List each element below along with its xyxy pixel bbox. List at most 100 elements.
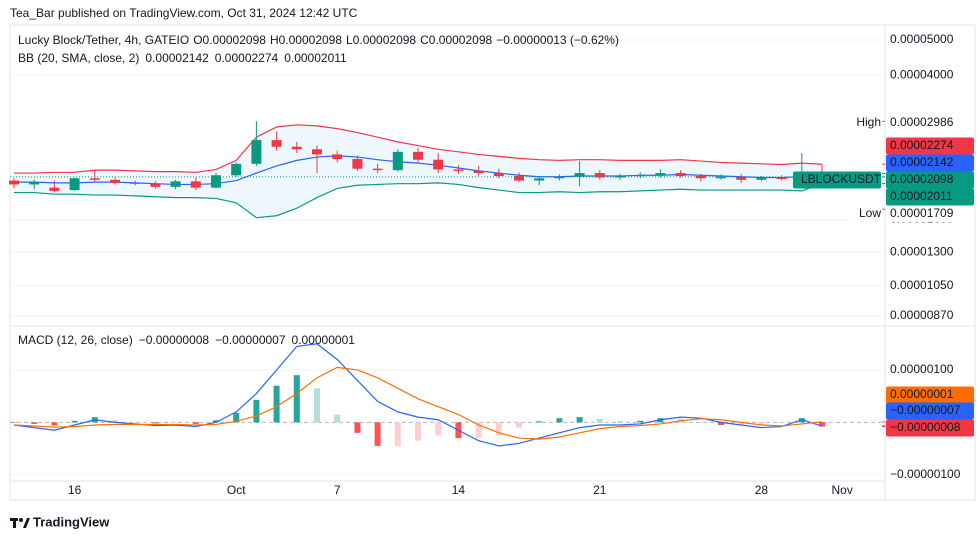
y-tick-label: 0.00001050	[890, 278, 954, 292]
candle-body	[635, 175, 646, 177]
legend-text: −0.00000008	[139, 333, 210, 347]
histogram-bar	[192, 422, 199, 424]
candle-body	[514, 176, 524, 181]
candle-body	[453, 169, 464, 171]
frame	[9, 24, 976, 501]
histogram-bar	[819, 422, 825, 427]
candle-body	[251, 140, 262, 164]
candle-body	[372, 168, 383, 171]
price-badge-label: 0.00002098	[890, 172, 954, 186]
legend-text: 0.00002098	[429, 33, 493, 47]
histogram-bar	[213, 420, 219, 423]
price-badge-label: 0.00002274	[890, 138, 954, 152]
histogram-bar	[415, 422, 421, 441]
histogram-bar	[556, 418, 563, 423]
candle-body	[49, 187, 60, 191]
legend-text: O	[193, 33, 202, 47]
candle-body	[69, 178, 80, 191]
logo	[10, 518, 30, 528]
macd-line	[13, 366, 823, 440]
price-badge-tag: Low	[859, 206, 881, 220]
price-badge	[886, 171, 974, 189]
candle-body	[594, 173, 605, 178]
candle-body	[655, 173, 666, 176]
x-tick-label: Nov	[832, 483, 853, 497]
legend-text: −0.00000013 (−0.62%)	[496, 33, 619, 47]
band-line	[14, 155, 823, 186]
histogram-bar	[495, 422, 502, 436]
histogram-bar	[253, 399, 260, 423]
candle-body	[231, 163, 242, 176]
histogram-bar	[758, 422, 765, 425]
candle-body	[534, 178, 545, 181]
candle-body	[352, 159, 363, 169]
histogram-bar	[293, 375, 300, 423]
candle-body	[574, 173, 585, 177]
price-badge-label: −0.00000008	[890, 420, 961, 434]
histogram-bar	[394, 422, 401, 446]
candle-body	[150, 183, 161, 187]
candle-body	[291, 146, 302, 150]
candle-body	[776, 177, 787, 180]
legend-text: 0.00002098	[279, 33, 343, 47]
x-tick-label: 21	[593, 483, 607, 497]
price-badge-tag-bg	[848, 114, 881, 132]
histogram-bar	[71, 420, 78, 423]
candle-body	[211, 175, 221, 188]
histogram-bar	[576, 417, 583, 423]
x-tick-label: Oct	[227, 483, 246, 497]
candle-body	[130, 182, 141, 184]
band-line	[14, 182, 823, 219]
x-tick-label: 28	[755, 483, 769, 497]
price-badge	[886, 188, 974, 206]
price-badge-tag-bg	[850, 205, 881, 223]
candle-body	[312, 149, 322, 155]
histogram-bar	[334, 414, 341, 423]
candle-body	[433, 159, 444, 170]
candle-body	[756, 177, 767, 180]
candle-body	[190, 181, 201, 188]
histogram-bar	[617, 420, 623, 423]
band-fill	[14, 124, 822, 218]
histogram-bar	[475, 422, 482, 439]
band-line	[14, 124, 823, 174]
histogram-bar	[738, 422, 745, 425]
price-badge	[886, 419, 974, 437]
y-tick-label: 0.00000870	[890, 308, 954, 322]
candle-body	[392, 151, 403, 171]
histogram-bar	[172, 422, 179, 423]
price-badge	[886, 154, 974, 172]
candle-body	[89, 178, 100, 180]
price-badge-label: 0.00002986	[890, 115, 954, 129]
price-badge-label: −0.00000007	[890, 403, 961, 417]
histogram-bar	[314, 388, 320, 423]
legend-text: 0.00002274	[215, 51, 279, 65]
candle-body	[473, 170, 484, 174]
candle-body	[675, 173, 686, 177]
logo-part	[23, 518, 30, 528]
y-tick-label: −0.00000100	[890, 467, 961, 481]
histogram-bar	[233, 412, 240, 423]
price-badge-label: 0.00002011	[890, 189, 953, 203]
candle-body	[413, 151, 423, 160]
price-badge	[886, 205, 974, 223]
candle-body	[716, 176, 726, 179]
logo-part	[19, 518, 23, 522]
candle-body	[170, 181, 181, 187]
x-tick-label: 14	[452, 483, 466, 497]
header: Tea_Bar published on TradingView.com, Oc…	[10, 6, 358, 20]
footer-brand: TradingView	[33, 514, 110, 529]
candle-body	[736, 176, 747, 180]
legend-text: MACD (12, 26, close)	[18, 333, 133, 347]
legend-text: C	[420, 33, 429, 47]
legend-text: L	[346, 33, 353, 47]
legend-text: 0.00002098	[203, 33, 267, 47]
histogram-bar	[637, 420, 644, 423]
candle-body	[332, 154, 343, 160]
histogram-bar	[31, 422, 38, 424]
histogram-bar	[112, 420, 118, 423]
y-tick-label: 0.00001300	[890, 245, 954, 259]
legend-text: 0.00002011	[284, 51, 347, 65]
